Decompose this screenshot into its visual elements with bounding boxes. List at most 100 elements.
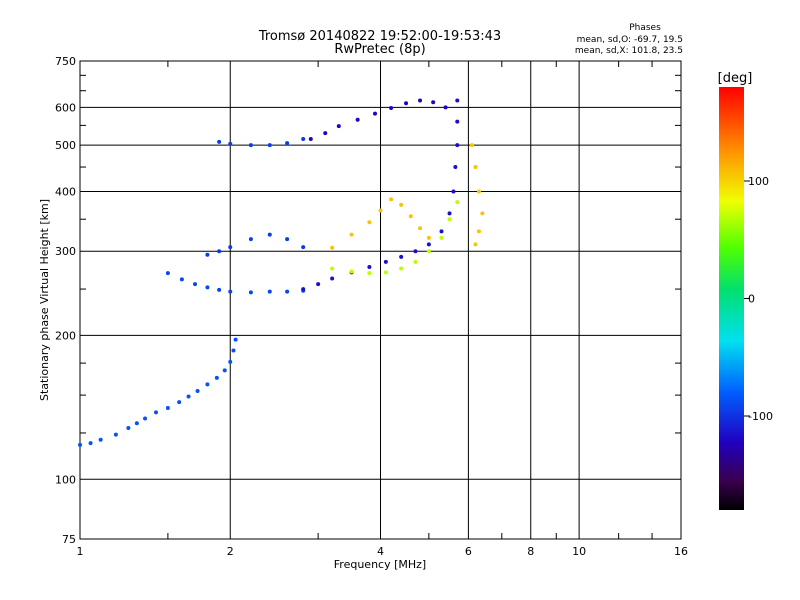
data-point <box>78 442 82 447</box>
data-point <box>349 232 354 237</box>
data-point <box>267 143 272 148</box>
y-tick-label: 600 <box>55 101 76 114</box>
data-point <box>186 394 191 399</box>
data-point <box>426 235 431 240</box>
data-point <box>217 139 222 144</box>
data-point <box>426 242 431 247</box>
data-point <box>231 348 236 353</box>
data-point <box>473 165 478 170</box>
x-tick-label: 1 <box>77 545 84 558</box>
y-tick-label: 500 <box>55 139 76 152</box>
data-point <box>301 245 306 250</box>
data-point <box>222 368 227 373</box>
data-point <box>248 237 253 242</box>
data-point <box>383 270 388 275</box>
data-point <box>248 143 253 148</box>
data-point <box>205 252 210 257</box>
data-point <box>205 382 210 387</box>
data-point <box>217 249 222 254</box>
data-point <box>455 143 460 148</box>
data-point <box>330 245 335 250</box>
data-point <box>316 282 321 287</box>
data-point <box>399 202 404 207</box>
data-point <box>399 254 404 259</box>
data-point <box>455 98 460 103</box>
x-tick-label: 4 <box>377 545 384 558</box>
data-point <box>134 421 139 426</box>
data-point <box>447 217 452 222</box>
y-tick-label: 400 <box>55 185 76 198</box>
colorbar-ticks: 100 0 -100 <box>744 175 773 423</box>
data-point <box>455 200 460 205</box>
data-point <box>431 100 436 105</box>
data-point <box>214 375 219 380</box>
colorbar <box>719 87 744 510</box>
y-tick-label: 300 <box>55 245 76 258</box>
data-point <box>447 211 452 216</box>
data-point <box>126 426 131 431</box>
data-point <box>439 235 444 240</box>
data-point <box>453 165 458 170</box>
data-point <box>267 232 272 237</box>
phases-x-line: mean, sd,X: 101.8, 23.5 <box>575 46 683 56</box>
data-point <box>451 189 456 194</box>
data-point <box>154 410 159 415</box>
data-point <box>383 259 388 264</box>
data-point <box>378 208 383 213</box>
x-tick-labels: 1 2 4 6 8 10 16 <box>77 545 689 558</box>
data-point <box>205 285 210 290</box>
data-point <box>373 111 378 116</box>
phases-heading: Phases <box>629 23 661 33</box>
data-point <box>285 237 290 242</box>
data-point <box>330 276 335 281</box>
data-point <box>285 141 290 146</box>
data-point <box>389 197 394 202</box>
colorbar-tick-label: 0 <box>748 293 755 306</box>
data-point <box>426 249 431 254</box>
colorbar-tick-label: -100 <box>748 410 773 423</box>
data-point <box>228 141 233 146</box>
colorbar-label: [deg] <box>718 71 753 86</box>
data-point <box>473 242 478 247</box>
y-tick-label: 750 <box>55 55 76 68</box>
data-point <box>233 337 238 342</box>
data-point <box>476 189 481 194</box>
data-point <box>228 289 233 294</box>
data-point <box>285 289 290 294</box>
data-point <box>179 277 184 282</box>
data-point <box>476 229 481 234</box>
data-point <box>330 266 335 271</box>
axis-ticks <box>80 61 681 539</box>
x-tick-label: 8 <box>527 545 534 558</box>
data-point <box>418 98 423 103</box>
data-point <box>443 105 448 110</box>
chart-subtitle: RwPretec (8p) <box>334 42 425 57</box>
data-point <box>228 359 233 364</box>
colorbar-tick-label: 100 <box>748 175 769 188</box>
chart-title: Tromsø 20140822 19:52:00-19:53:43 <box>258 29 501 44</box>
data-point <box>367 271 372 276</box>
data-point <box>367 265 372 270</box>
y-axis-label: Stationary phase Virtual Height [km] <box>38 199 51 401</box>
data-point <box>408 214 413 219</box>
data-point <box>413 249 418 254</box>
y-tick-label: 200 <box>55 329 76 342</box>
data-point <box>323 131 328 136</box>
data-point <box>193 282 198 287</box>
data-point <box>267 289 272 294</box>
data-point <box>195 388 200 393</box>
data-points <box>78 98 485 447</box>
data-point <box>248 290 253 295</box>
data-point <box>336 124 341 129</box>
x-tick-label: 10 <box>572 545 586 558</box>
data-point <box>389 106 394 111</box>
data-point <box>228 245 233 250</box>
data-point <box>165 271 170 276</box>
data-point <box>308 137 313 142</box>
data-point <box>439 229 444 234</box>
data-point <box>480 211 485 216</box>
data-point <box>455 119 460 124</box>
data-point <box>399 266 404 271</box>
